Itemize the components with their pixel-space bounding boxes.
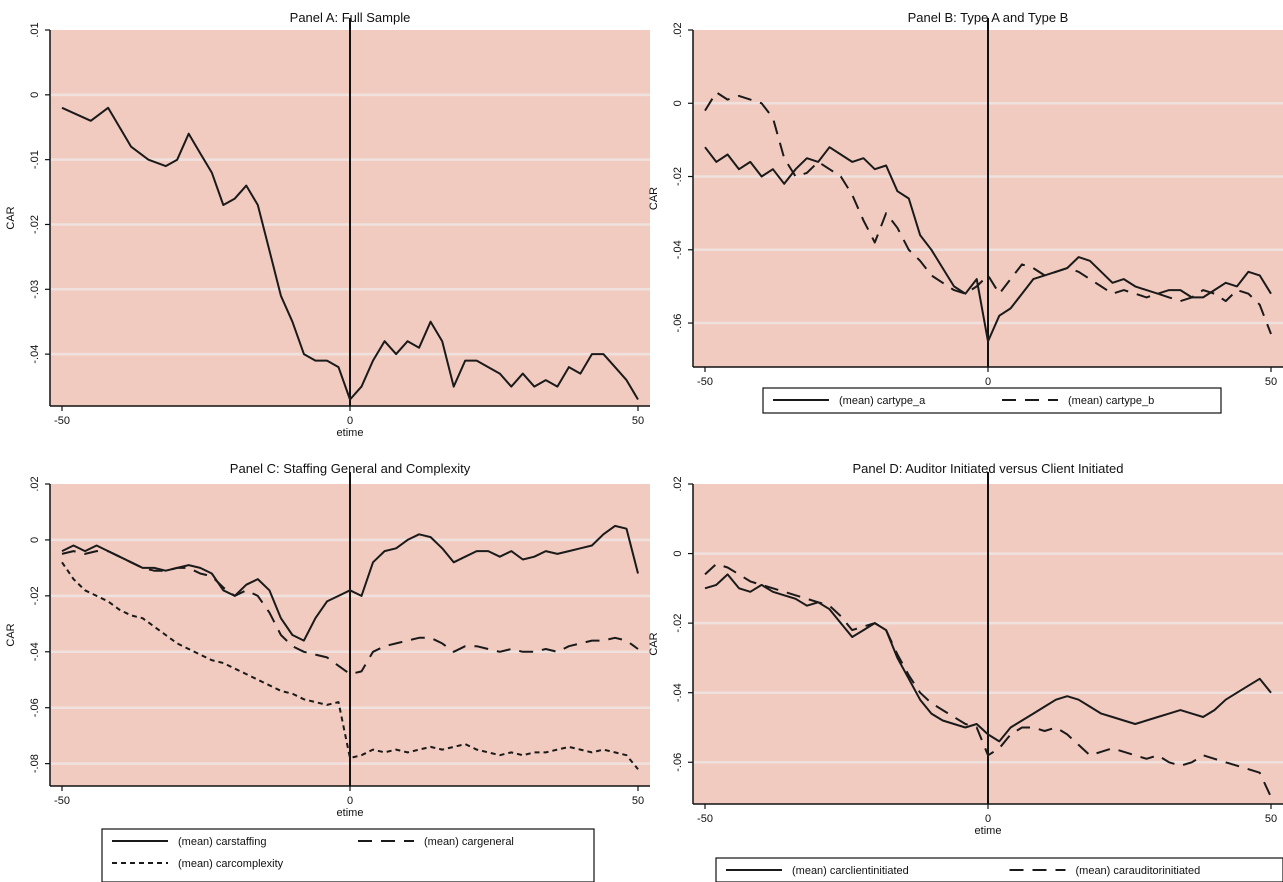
x-tick-label: -50 (697, 813, 713, 825)
series-line-3 (61, 561, 639, 770)
panel-title: Panel A: Full Sample (290, 10, 411, 25)
x-tick-label: 50 (632, 795, 644, 807)
y-tick-label: -.02 (672, 614, 684, 633)
y-axis-title: CAR (648, 632, 660, 655)
legend-label: (mean) carauditorinitiated (1076, 865, 1201, 877)
series-line-2 (704, 563, 1272, 798)
series-line-1 (61, 106, 639, 401)
legend-label: (mean) cargeneral (424, 836, 514, 848)
x-axis-title: etime (337, 807, 364, 819)
series-line-1 (61, 524, 639, 642)
legend-box (715, 857, 1283, 882)
y-tick-label: -.08 (29, 754, 41, 773)
y-tick-label: .02 (29, 476, 41, 491)
y-axis-title: CAR (648, 187, 660, 210)
y-axis-title: CAR (5, 623, 17, 646)
y-tick-label: .02 (672, 476, 684, 491)
y-tick-label: 0 (29, 537, 41, 543)
panel-title: Panel C: Staffing General and Complexity (230, 461, 471, 476)
y-tick-label: 0 (29, 92, 41, 98)
panel-4: .02 0 -.02 -.04 -.06 -50 0 50 etime CAR Panel D: A… (648, 461, 1283, 882)
x-tick-label: 0 (985, 376, 991, 388)
x-tick-label: 0 (347, 415, 353, 427)
legend-label: (mean) cartype_a (839, 395, 926, 407)
y-tick-label: -.04 (29, 642, 41, 661)
y-tick-label: 0 (672, 100, 684, 106)
y-tick-label: -.06 (672, 753, 684, 772)
legend-box (101, 828, 595, 882)
x-tick-label: 0 (347, 795, 353, 807)
x-axis-title: etime (337, 427, 364, 439)
legend-label: (mean) carclientinitiated (792, 865, 909, 877)
panel-3: .02 0 -.02 -.04 -.06 -.08 -50 0 50 etime CAR Panel … (5, 461, 650, 882)
x-tick-label: 0 (985, 813, 991, 825)
panel-title: Panel D: Auditor Initiated versus Client… (853, 461, 1124, 476)
y-tick-label: -.04 (672, 683, 684, 702)
x-tick-label: -50 (54, 795, 70, 807)
x-tick-label: 50 (1265, 813, 1277, 825)
y-tick-label: -.04 (29, 345, 41, 364)
x-tick-label: -50 (697, 376, 713, 388)
panel-title: Panel B: Type A and Type B (908, 10, 1069, 25)
series-line-2 (61, 550, 639, 676)
x-tick-label: 50 (1265, 376, 1277, 388)
y-tick-label: -.01 (29, 150, 41, 169)
y-tick-label: -.06 (29, 698, 41, 717)
y-tick-label: .02 (672, 22, 684, 37)
legend-box (762, 387, 1222, 414)
panel-1: .01 0 -.01 -.02 -.03 -.04 -50 0 50 etime CAR Panel … (5, 10, 650, 439)
y-tick-label: 0 (672, 551, 684, 557)
y-tick-label: -.06 (672, 314, 684, 333)
x-tick-label: 50 (632, 415, 644, 427)
series-line-1 (704, 146, 1272, 343)
series-line-1 (704, 573, 1272, 743)
y-tick-label: -.04 (672, 240, 684, 259)
legend-label: (mean) carcomplexity (178, 858, 284, 870)
y-tick-label: .01 (29, 22, 41, 37)
y-tick-label: -.02 (29, 215, 41, 234)
y-tick-label: -.02 (672, 167, 684, 186)
y-axis-title: CAR (5, 206, 17, 229)
x-tick-label: -50 (54, 415, 70, 427)
y-tick-label: -.02 (29, 586, 41, 605)
y-tick-label: -.03 (29, 280, 41, 299)
legend-label: (mean) cartype_b (1068, 395, 1154, 407)
legend-label: (mean) carstaffing (178, 836, 266, 848)
x-axis-title: etime (975, 825, 1002, 837)
